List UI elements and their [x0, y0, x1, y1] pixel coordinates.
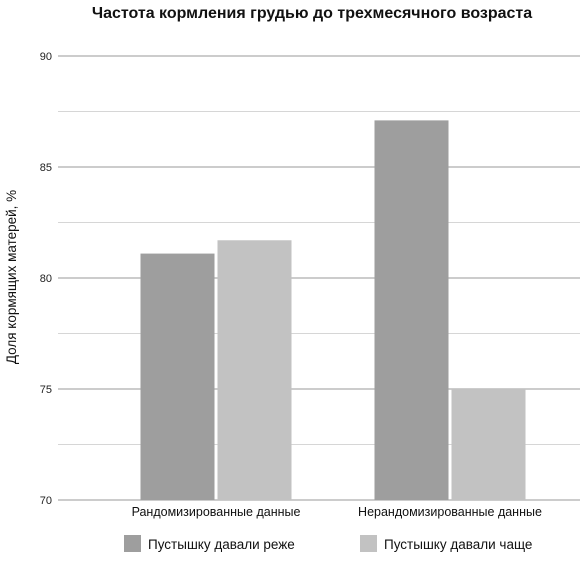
- y-tick-label-90: 90: [40, 51, 52, 63]
- y-tick-label-70: 70: [40, 495, 52, 507]
- legend-label-2: Пустышку давали чаще: [384, 537, 532, 552]
- chart-title: Частота кормления грудью до трехмесячног…: [92, 5, 532, 22]
- y-tick-label-80: 80: [40, 273, 52, 285]
- bar-2-series-2: [451, 389, 526, 500]
- legend: Пустышку давали реже Пустышку давали чаще: [124, 535, 532, 552]
- bars: [140, 120, 526, 500]
- y-axis-ticks: 70 75 80 85 90: [40, 51, 52, 507]
- y-axis-label: Доля кормящих матерей, %: [4, 190, 19, 364]
- bar-1-series-1: [140, 253, 215, 500]
- x-axis-categories: Рандомизированные данные Нерандомизирован…: [132, 505, 542, 519]
- y-tick-label-75: 75: [40, 384, 52, 396]
- legend-swatch-2: [360, 535, 377, 552]
- x-category-label-2: Нерандомизированные данные: [358, 505, 542, 519]
- y-tick-label-85: 85: [40, 162, 52, 174]
- bar-1-series-2: [217, 240, 292, 500]
- legend-swatch-1: [124, 535, 141, 552]
- legend-label-1: Пустышку давали реже: [148, 537, 295, 552]
- x-category-label-1: Рандомизированные данные: [132, 505, 301, 519]
- bar-2-series-1: [374, 120, 449, 500]
